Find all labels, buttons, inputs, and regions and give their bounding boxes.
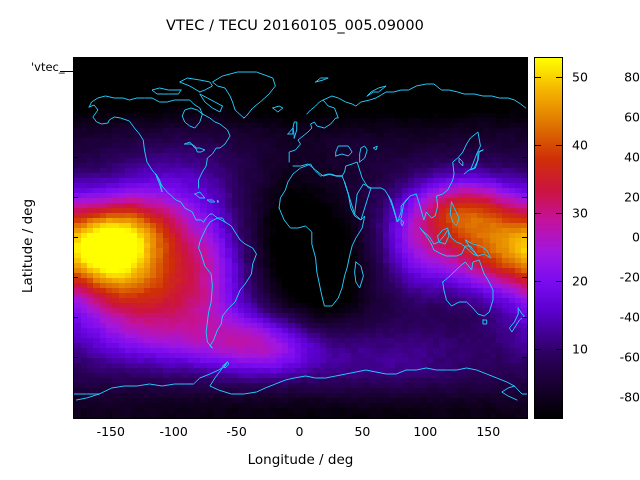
y-tick-label: 20 — [624, 189, 640, 205]
colorbar-tick-mark — [535, 77, 541, 79]
colorbar — [534, 57, 563, 419]
colorbar-tick-label: 50 — [572, 69, 588, 85]
y-tick-mark — [73, 237, 78, 238]
x-tick-mark — [299, 58, 301, 63]
colorbar-tick-mark — [556, 281, 562, 283]
y-tick-mark — [522, 357, 527, 358]
y-tick-mark — [73, 397, 78, 398]
colorbar-tick-mark — [556, 213, 562, 215]
x-tick-mark — [236, 58, 238, 63]
colorbar-tick-mark — [535, 145, 541, 147]
colorbar-gradient — [535, 58, 562, 418]
series-key-line — [60, 71, 73, 72]
y-tick-mark — [73, 117, 78, 118]
y-tick-mark — [522, 237, 527, 238]
x-tick-label: 150 — [476, 424, 501, 439]
x-tick-mark — [110, 58, 112, 63]
y-tick-mark — [522, 117, 527, 118]
colorbar-tick-mark — [556, 145, 562, 147]
y-tick-label: -60 — [619, 349, 640, 365]
x-tick-mark — [488, 414, 490, 419]
y-tick-mark — [522, 397, 527, 398]
map-plot-area — [73, 57, 528, 419]
x-tick-mark — [173, 414, 175, 419]
colorbar-tick-mark — [556, 77, 562, 79]
series-key-label: 'vtec_ — [31, 60, 65, 74]
x-tick-mark — [173, 58, 175, 63]
x-tick-label: 50 — [354, 424, 371, 439]
y-tick-label: 0 — [632, 229, 640, 245]
colorbar-tick-label: 30 — [572, 205, 588, 221]
y-tick-mark — [522, 77, 527, 78]
x-tick-label: 0 — [295, 424, 304, 439]
x-tick-mark — [236, 414, 238, 419]
colorbar-tick-label: 40 — [572, 137, 588, 153]
y-tick-mark — [522, 277, 527, 278]
x-axis-title: Longitude / deg — [247, 452, 354, 468]
y-tick-mark — [73, 157, 78, 158]
x-tick-label: -50 — [226, 424, 247, 439]
x-tick-mark — [425, 414, 427, 419]
y-tick-mark — [522, 317, 527, 318]
x-tick-mark — [299, 414, 301, 419]
y-tick-label: -20 — [619, 269, 640, 285]
x-tick-mark — [425, 58, 427, 63]
y-tick-mark — [73, 357, 78, 358]
x-tick-mark — [362, 414, 364, 419]
x-tick-label: 100 — [413, 424, 438, 439]
colorbar-tick-mark — [535, 281, 541, 283]
x-tick-mark — [488, 58, 490, 63]
page-title: VTEC / TECU 20160105_005.09000 — [166, 18, 424, 34]
y-tick-label: -40 — [619, 309, 640, 325]
colorbar-tick-mark — [556, 349, 562, 351]
y-tick-mark — [522, 157, 527, 158]
x-tick-mark — [362, 58, 364, 63]
x-tick-label: -100 — [159, 424, 188, 439]
y-tick-mark — [73, 277, 78, 278]
y-tick-label: -80 — [619, 389, 640, 405]
vtec-heatmap — [74, 58, 527, 418]
colorbar-tick-label: 20 — [572, 273, 588, 289]
y-tick-mark — [73, 197, 78, 198]
x-tick-label: -150 — [96, 424, 125, 439]
colorbar-tick-mark — [535, 213, 541, 215]
colorbar-tick-mark — [535, 349, 541, 351]
x-tick-mark — [110, 414, 112, 419]
y-tick-label: 60 — [624, 109, 640, 125]
y-tick-label: 40 — [624, 149, 640, 165]
y-axis-title: Latitude / deg — [20, 198, 36, 294]
y-tick-mark — [522, 197, 527, 198]
y-tick-mark — [73, 317, 78, 318]
colorbar-tick-label: 10 — [572, 341, 588, 357]
y-tick-mark — [73, 77, 78, 78]
y-tick-label: 80 — [624, 69, 640, 85]
